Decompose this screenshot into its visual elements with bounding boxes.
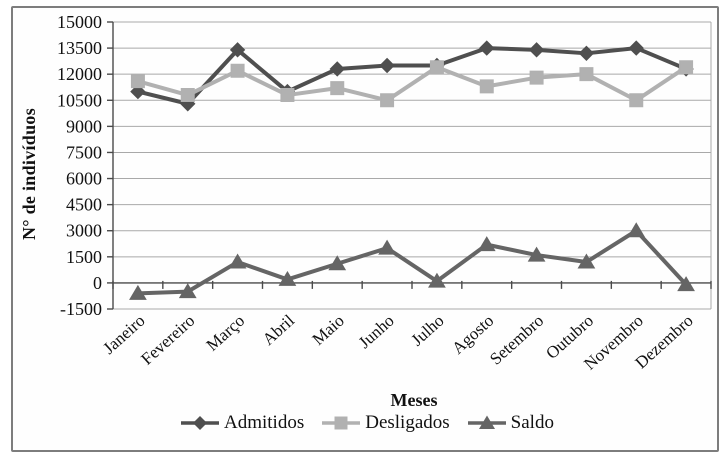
series-desligados-marker [679,60,694,75]
series-saldo-line [137,228,688,296]
series-admitidos-marker [628,40,644,56]
series-saldo-marker [378,239,396,255]
series-admitidos-marker [229,42,246,58]
series-admitidos-marker [528,42,545,58]
series-saldo-marker [627,222,646,238]
y-tick-label: 15000 [57,12,102,32]
y-tick-label: 12000 [57,64,102,84]
x-tick-label: Setembro [486,311,547,369]
series-desligados-marker [330,81,345,96]
series-saldo-marker [228,253,247,269]
x-tick-label: Junho [355,311,398,352]
series-desligados-marker [629,93,644,108]
series-saldo-marker [477,236,496,252]
series-desligados-marker [479,79,494,94]
series-desligados-marker [180,88,195,103]
legend-label: Admitidos [224,412,305,433]
series-admitidos-marker [479,40,495,56]
legend-item-saldo: Saldo [467,412,554,434]
legend-item-admitidos: Admitidos [181,412,304,434]
series-saldo-marker [129,284,147,300]
series-desligados-marker [579,67,594,82]
series-admitidos-marker [578,45,595,62]
series-desligados-marker [380,93,395,108]
series-admitidos-line [137,46,687,106]
series-desligados-marker [230,63,245,78]
x-tick-label: Março [203,311,249,355]
series-saldo-marker [328,255,347,271]
series-desligados-marker [529,70,544,85]
legend-square-marker-icon [322,416,361,430]
y-tick-label: 10500 [57,90,102,110]
y-axis-title: N° de indivíduos [19,107,39,241]
x-tick-label: Julho [407,311,447,350]
y-tick-label: 13500 [57,38,102,58]
series-admitidos-marker [329,61,345,77]
y-tick-label: 1500 [66,247,102,267]
y-tick-label: 3000 [66,221,102,241]
x-axis-title: Meses [390,390,438,410]
series-saldo-marker [428,272,446,288]
y-tick-label: 7500 [66,142,102,162]
legend-diamond-marker-icon [181,416,219,430]
series-saldo-marker [178,283,197,299]
x-tick-label: Maio [309,311,348,349]
series-saldo-marker [677,276,695,292]
y-tick-label: 0 [93,273,102,293]
series-desligados-marker [429,60,444,75]
y-tick-label: 9000 [66,116,102,136]
y-tick-label: -1500 [60,299,102,319]
series-saldo-marker [278,270,297,286]
legend-triangle-marker-icon [467,415,506,429]
series-saldo-marker [527,246,546,262]
series-desligados-marker [280,88,295,103]
x-tick-label: Fevereiro [137,311,198,369]
series-saldo-marker [577,253,596,269]
series-admitidos-marker [379,57,395,74]
x-tick-label: Abril [259,311,299,349]
y-tick-label: 4500 [66,195,102,215]
series-desligados-marker [130,74,145,89]
legend-item-desligados: Desligados [322,412,450,434]
y-tick-label: 6000 [66,169,102,189]
legend-label: Saldo [510,412,554,433]
legend: Admitidos Desligados Saldo [181,410,554,436]
legend-label: Desligados [365,412,450,433]
series-desligados-line [137,65,688,103]
